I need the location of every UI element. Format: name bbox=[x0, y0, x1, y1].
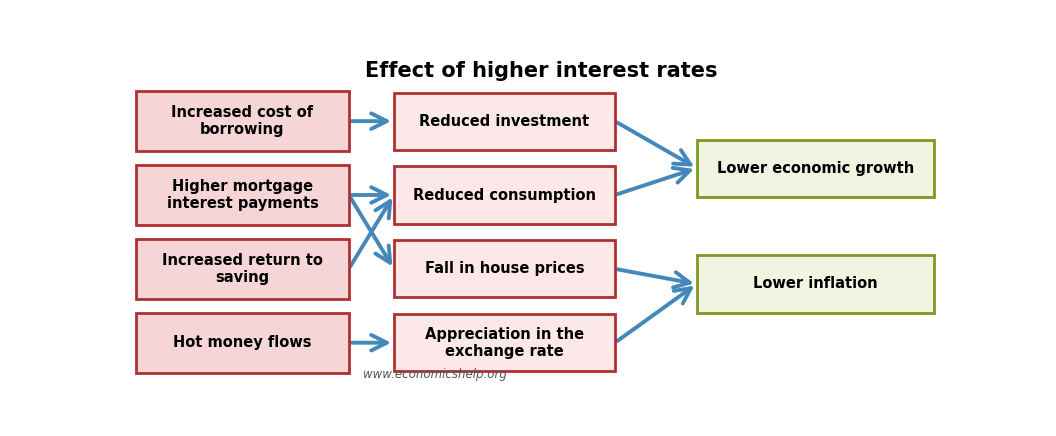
FancyBboxPatch shape bbox=[394, 314, 615, 371]
FancyBboxPatch shape bbox=[136, 165, 348, 225]
Text: Reduced consumption: Reduced consumption bbox=[413, 187, 596, 202]
Text: Lower inflation: Lower inflation bbox=[753, 276, 878, 292]
Text: Hot money flows: Hot money flows bbox=[173, 335, 312, 350]
FancyBboxPatch shape bbox=[136, 91, 348, 151]
Text: Increased cost of
borrowing: Increased cost of borrowing bbox=[171, 105, 314, 137]
FancyBboxPatch shape bbox=[697, 140, 934, 197]
Text: www.economicshelp.org: www.economicshelp.org bbox=[363, 368, 507, 381]
FancyBboxPatch shape bbox=[697, 255, 934, 313]
FancyBboxPatch shape bbox=[136, 313, 348, 373]
Text: Fall in house prices: Fall in house prices bbox=[425, 261, 584, 276]
FancyBboxPatch shape bbox=[394, 240, 615, 297]
Text: Reduced investment: Reduced investment bbox=[419, 114, 589, 129]
Text: Appreciation in the
exchange rate: Appreciation in the exchange rate bbox=[425, 327, 584, 359]
Text: Increased return to
saving: Increased return to saving bbox=[162, 252, 323, 285]
Text: Lower economic growth: Lower economic growth bbox=[717, 160, 914, 176]
FancyBboxPatch shape bbox=[136, 238, 348, 299]
FancyBboxPatch shape bbox=[394, 167, 615, 224]
Text: Effect of higher interest rates: Effect of higher interest rates bbox=[365, 61, 717, 81]
FancyBboxPatch shape bbox=[394, 92, 615, 150]
Text: Higher mortgage
interest payments: Higher mortgage interest payments bbox=[167, 179, 319, 211]
